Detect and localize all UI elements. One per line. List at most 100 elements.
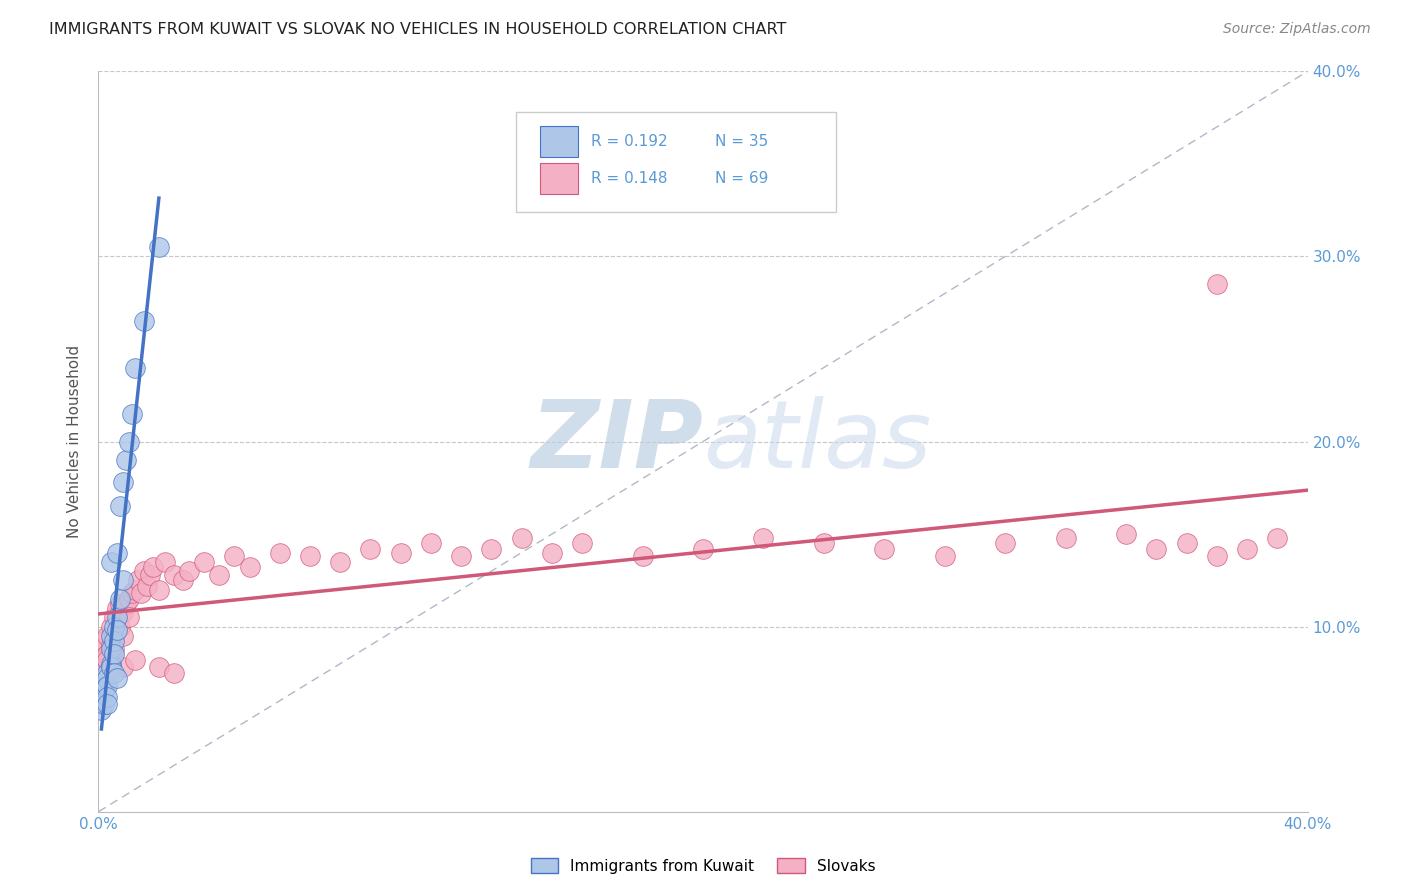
Point: [100, 555, 122, 569]
Point: [540, 545, 562, 560]
Point: [631, 549, 654, 564]
Point: [108, 619, 131, 633]
Point: [105, 610, 128, 624]
Point: [329, 555, 352, 569]
Point: [1236, 541, 1258, 556]
Legend: Immigrants from Kuwait, Slovaks: Immigrants from Kuwait, Slovaks: [524, 852, 882, 880]
Point: [1175, 536, 1198, 550]
Point: [111, 629, 134, 643]
Point: [1054, 531, 1077, 545]
Point: [111, 475, 134, 490]
Point: [111, 574, 134, 588]
Point: [90, 703, 112, 717]
Point: [124, 653, 146, 667]
Point: [208, 567, 231, 582]
FancyBboxPatch shape: [516, 112, 837, 212]
Point: [1115, 527, 1137, 541]
Point: [90, 660, 112, 674]
Point: [93, 653, 115, 667]
Point: [96, 648, 118, 662]
Point: [96, 665, 118, 680]
Point: [108, 591, 131, 606]
Point: [148, 240, 170, 254]
Text: Source: ZipAtlas.com: Source: ZipAtlas.com: [1223, 22, 1371, 37]
Point: [193, 555, 215, 569]
Point: [129, 586, 152, 600]
Point: [118, 591, 141, 606]
Point: [103, 634, 125, 648]
Point: [420, 536, 443, 550]
Point: [813, 536, 835, 550]
Point: [90, 694, 112, 708]
Point: [93, 679, 115, 693]
Point: [93, 675, 115, 690]
Text: R = 0.192: R = 0.192: [591, 134, 668, 149]
Point: [105, 624, 128, 638]
Point: [299, 549, 322, 564]
Point: [103, 619, 125, 633]
Text: ZIP: ZIP: [530, 395, 703, 488]
Point: [571, 536, 593, 550]
Point: [1206, 549, 1229, 564]
Point: [100, 657, 122, 671]
Point: [96, 690, 118, 704]
Point: [172, 574, 194, 588]
Point: [132, 314, 155, 328]
Point: [481, 541, 503, 556]
Point: [224, 549, 246, 564]
FancyBboxPatch shape: [540, 163, 578, 194]
Point: [121, 586, 143, 600]
Point: [90, 698, 112, 712]
Point: [139, 567, 162, 582]
Text: N = 69: N = 69: [716, 171, 769, 186]
Point: [96, 672, 118, 686]
Point: [105, 545, 128, 560]
Point: [163, 567, 186, 582]
Point: [135, 579, 157, 593]
Point: [118, 610, 141, 624]
Point: [96, 653, 118, 667]
Point: [103, 629, 125, 643]
Point: [100, 660, 122, 674]
Point: [1206, 277, 1229, 292]
Point: [111, 605, 134, 619]
Point: [108, 598, 131, 612]
Point: [105, 601, 128, 615]
Text: R = 0.148: R = 0.148: [591, 171, 666, 186]
Point: [692, 541, 714, 556]
Point: [148, 582, 170, 597]
Y-axis label: No Vehicles in Household: No Vehicles in Household: [67, 345, 83, 538]
Point: [179, 564, 201, 578]
Point: [100, 619, 122, 633]
Point: [124, 360, 146, 375]
Point: [752, 531, 775, 545]
Point: [148, 660, 170, 674]
Point: [114, 453, 136, 467]
Point: [1267, 531, 1289, 545]
Point: [142, 560, 165, 574]
Point: [934, 549, 956, 564]
Point: [103, 665, 125, 680]
Point: [93, 665, 115, 680]
Point: [389, 545, 412, 560]
Text: IMMIGRANTS FROM KUWAIT VS SLOVAK NO VEHICLES IN HOUSEHOLD CORRELATION CHART: IMMIGRANTS FROM KUWAIT VS SLOVAK NO VEHI…: [49, 22, 786, 37]
Point: [100, 641, 122, 656]
Point: [90, 641, 112, 656]
Point: [103, 610, 125, 624]
Point: [118, 434, 141, 449]
Point: [269, 545, 291, 560]
Point: [153, 555, 176, 569]
Point: [121, 407, 143, 421]
Point: [873, 541, 896, 556]
Point: [93, 684, 115, 698]
Point: [105, 624, 128, 638]
Point: [108, 500, 131, 514]
Point: [450, 549, 472, 564]
Point: [111, 660, 134, 674]
Point: [96, 698, 118, 712]
Point: [1144, 541, 1167, 556]
Point: [105, 672, 128, 686]
Point: [510, 531, 533, 545]
Point: [114, 598, 136, 612]
Point: [163, 665, 186, 680]
